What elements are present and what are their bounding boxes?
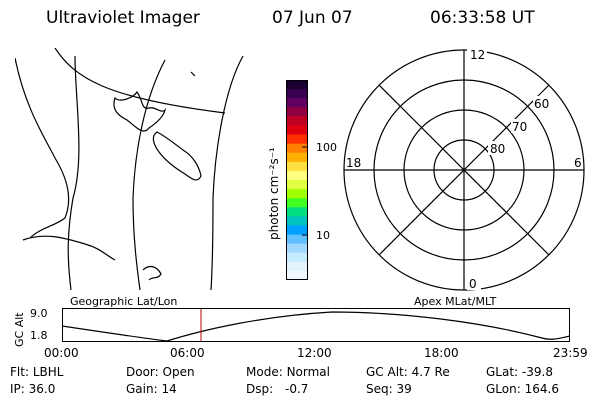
altitude-ymin: 1.8 bbox=[30, 329, 48, 342]
colorbar-swatch bbox=[286, 143, 308, 154]
mlt-label: 18 bbox=[346, 156, 361, 170]
colorbar-swatch bbox=[286, 252, 308, 263]
colorbar-swatch bbox=[286, 234, 308, 245]
map-grid-line bbox=[67, 55, 80, 290]
colorbar-swatch bbox=[286, 107, 308, 117]
colorbar-swatch bbox=[286, 116, 308, 126]
colorbar-swatch bbox=[286, 243, 308, 254]
colorbar-swatch bbox=[286, 216, 308, 226]
info-flt: Flt: LBHL bbox=[10, 365, 64, 379]
colorbar-swatch bbox=[286, 170, 308, 181]
info-glon: GLon: 164.6 bbox=[486, 382, 559, 396]
colorbar-tick-label: 100 bbox=[316, 141, 337, 154]
time-tick: 06:00 bbox=[170, 346, 205, 360]
altitude-frame bbox=[62, 308, 570, 342]
coastline bbox=[142, 265, 162, 281]
altitude-plot bbox=[62, 308, 570, 342]
colorbar-swatch bbox=[286, 270, 308, 280]
colorbar-swatch bbox=[286, 189, 308, 199]
svg-text:photon cm⁻²s⁻¹: photon cm⁻²s⁻¹ bbox=[267, 147, 281, 240]
coastline bbox=[22, 235, 116, 261]
colorbar-unit-label: photon cm⁻²s⁻¹ bbox=[267, 147, 281, 240]
mlt-label: 12 bbox=[470, 48, 485, 62]
colorbar-tick-label: 10 bbox=[316, 229, 330, 242]
lat-label: 80 bbox=[490, 142, 505, 156]
map-grid-line bbox=[132, 59, 166, 290]
colorbar-swatch bbox=[286, 261, 308, 272]
coastline bbox=[15, 57, 70, 239]
lat-label: 70 bbox=[512, 120, 527, 134]
info-glat: GLat: -39.8 bbox=[486, 365, 553, 379]
lat-label: 60 bbox=[534, 97, 549, 111]
colorbar-swatch bbox=[286, 180, 308, 190]
altitude-curve bbox=[62, 311, 570, 342]
colorbar-swatch bbox=[286, 225, 308, 236]
svg-text:GC Alt: GC Alt bbox=[13, 312, 26, 347]
colorbar-swatch bbox=[286, 125, 308, 136]
info-seq: Seq: 39 bbox=[366, 382, 412, 396]
time-tick: 18:00 bbox=[424, 346, 459, 360]
colorbar-swatch bbox=[286, 152, 308, 163]
mlt-label: 6 bbox=[574, 156, 582, 170]
info-ip: IP: 36.0 bbox=[10, 382, 56, 396]
info-door: Door: Open bbox=[126, 365, 195, 379]
info-mode: Mode: Normal bbox=[246, 365, 330, 379]
polar-plot: 12 0 18 6 60 70 80 bbox=[343, 48, 585, 291]
colorbar-swatch bbox=[286, 89, 308, 99]
colorbar-swatch bbox=[286, 161, 308, 172]
geographic-label: Geographic Lat/Lon bbox=[70, 295, 178, 308]
info-dsp: Dsp: -0.7 bbox=[246, 382, 309, 396]
color-bar bbox=[286, 80, 308, 280]
info-gain: Gain: 14 bbox=[126, 382, 177, 396]
coastline bbox=[113, 90, 167, 132]
apex-label: Apex MLat/MLT bbox=[414, 295, 497, 308]
altitude-axis-label: GC Alt bbox=[13, 312, 26, 347]
coastline bbox=[190, 71, 196, 77]
map-grid-line bbox=[210, 55, 244, 290]
colorbar-frame bbox=[286, 80, 308, 280]
map-grid-line bbox=[54, 48, 226, 114]
mlt-label: 0 bbox=[469, 277, 477, 291]
time-label: 06:33:58 UT bbox=[430, 8, 535, 28]
time-tick: 00:00 bbox=[44, 346, 79, 360]
time-tick: 12:00 bbox=[297, 346, 332, 360]
info-gc-alt: GC Alt: 4.7 Re bbox=[366, 365, 450, 379]
instrument-title: Ultraviolet Imager bbox=[46, 8, 200, 28]
altitude-ymax: 9.0 bbox=[30, 307, 48, 320]
colorbar-swatch bbox=[286, 134, 308, 145]
time-tick: 23:59 bbox=[553, 346, 588, 360]
polar-axis bbox=[378, 84, 550, 256]
coastline bbox=[152, 131, 202, 181]
colorbar-swatch bbox=[286, 80, 308, 90]
colorbar-swatch bbox=[286, 198, 308, 208]
geographic-map bbox=[15, 48, 244, 290]
date-label: 07 Jun 07 bbox=[272, 8, 353, 28]
colorbar-swatch bbox=[286, 207, 308, 217]
colorbar-swatch bbox=[286, 98, 308, 108]
